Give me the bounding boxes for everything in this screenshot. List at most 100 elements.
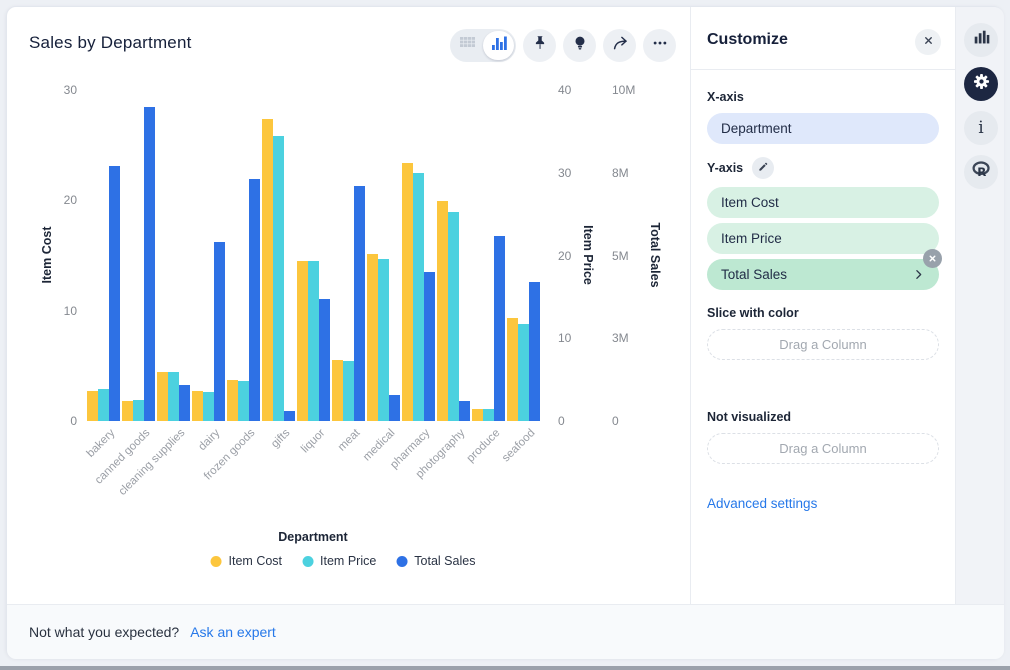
rail-settings-button[interactable] [964,67,998,101]
bar-group-liquor [296,90,331,421]
bar-item-cost [227,380,238,421]
bar-total-sales [389,395,400,421]
bar-item-price [203,392,214,421]
more-button[interactable] [643,29,676,62]
plot-area [86,90,541,421]
chart-view-button[interactable] [483,31,514,60]
legend-item-total-sales: Total Sales [396,554,475,568]
bar-group-seafood [506,90,541,421]
x-axis-title: Department [278,530,348,544]
chart-title: Sales by Department [29,33,192,52]
bar-group-photography [436,90,471,421]
y-tick: 10 [558,331,572,346]
y-tick: 30 [63,83,77,97]
svg-text:R: R [977,165,986,179]
bar-group-bakery [86,90,121,421]
ellipsis-icon [651,34,669,57]
bar-group-dairy [191,90,226,421]
bar-item-price [378,259,389,421]
edit-y-axis-button[interactable] [752,157,775,179]
bar-item-cost [297,261,308,421]
ask-expert-link[interactable]: Ask an expert [190,624,276,640]
bar-item-price [98,389,109,421]
window-bottom-edge [0,666,1010,670]
x-axis-pill[interactable]: Department [707,113,939,144]
bar-group-produce [471,90,506,421]
remove-column-button[interactable] [923,249,942,268]
chart-section: Sales by Department [7,7,691,604]
rail-info-button[interactable]: i [964,111,998,145]
pin-button[interactable] [523,29,556,62]
x-axis-section-label: X-axis [707,90,744,104]
y-axis-pill-item-price[interactable]: Item Price [707,223,939,254]
price-axis-ticks: 40 30 20 10 0 [558,83,598,428]
y-tick: 20 [63,193,77,208]
chart-toolbar [450,29,676,62]
bar-total-sales [529,282,540,421]
legend-label: Total Sales [414,554,476,568]
bar-item-cost [367,254,378,421]
insights-button[interactable] [563,29,596,62]
close-icon [923,33,934,51]
chart-legend: Item Cost Item Price Total Sales [210,554,475,568]
bar-total-sales [109,166,120,421]
gear-icon [972,72,991,96]
y-tick: 20 [558,248,572,263]
bar-item-cost [507,318,518,421]
bar-item-price [448,212,459,421]
right-icon-rail: i R [956,7,1004,604]
bar-group-canned-goods [121,90,156,421]
table-view-button[interactable] [452,31,483,60]
bar-total-sales [144,107,155,421]
bar-group-gifts [261,90,296,421]
bar-total-sales [424,272,435,421]
slice-section-label: Slice with color [707,306,799,320]
rail-chart-button[interactable] [964,23,998,57]
legend-item-item-cost: Item Cost [210,554,283,568]
bar-total-sales [494,236,505,421]
x-axis-pill-label: Department [721,121,792,136]
panel-divider [691,69,955,70]
bar-chart-icon [973,29,990,51]
bar-item-price [413,173,424,421]
bar-group-medical [366,90,401,421]
legend-dot [210,555,222,567]
y-tick: 30 [558,165,572,180]
close-panel-button[interactable] [915,29,941,55]
view-toggle[interactable] [450,29,516,62]
legend-label: Item Price [320,554,377,568]
share-button[interactable] [603,29,636,62]
rail-r-button[interactable]: R [964,155,998,189]
y-tick: 0 [70,414,77,428]
bar-item-price [518,324,529,421]
customize-panel-title: Customize [707,31,788,48]
legend-label: Item Cost [228,554,283,568]
bar-item-cost [122,401,133,421]
bar-total-sales [354,186,365,421]
y-axis-pill-item-cost[interactable]: Item Cost [707,187,939,218]
bar-group-cleaning-supplies [156,90,191,421]
bar-group-frozen-goods [226,90,261,421]
y-tick: 0 [612,414,619,428]
bar-group-meat [331,90,366,421]
bar-item-cost [402,163,413,421]
footer-text: Not what you expected? [29,624,180,640]
y-axis-pill-total-sales[interactable]: Total Sales [707,249,942,290]
y-axis-pill-label: Total Sales [721,267,788,282]
chevron-right-icon[interactable] [912,268,925,281]
legend-dot [396,555,408,567]
app-window: Sales by Department [6,6,1004,659]
not-visualized-placeholder: Drag a Column [779,441,867,456]
y-tick: 10M [612,83,636,97]
bar-item-cost [157,372,168,421]
lightbulb-icon [571,34,589,57]
advanced-settings-link[interactable]: Advanced settings [707,496,818,511]
r-logo-icon: R [971,159,992,185]
pencil-icon [758,159,769,177]
y-tick: 5M [612,248,629,263]
not-visualized-dropzone[interactable]: Drag a Column [707,433,939,464]
left-axis-ticks: 30 20 10 0 [37,83,77,428]
table-icon [459,36,476,56]
sales-axis-ticks: 10M 8M 5M 3M 0 [612,83,652,428]
slice-dropzone[interactable]: Drag a Column [707,329,939,360]
